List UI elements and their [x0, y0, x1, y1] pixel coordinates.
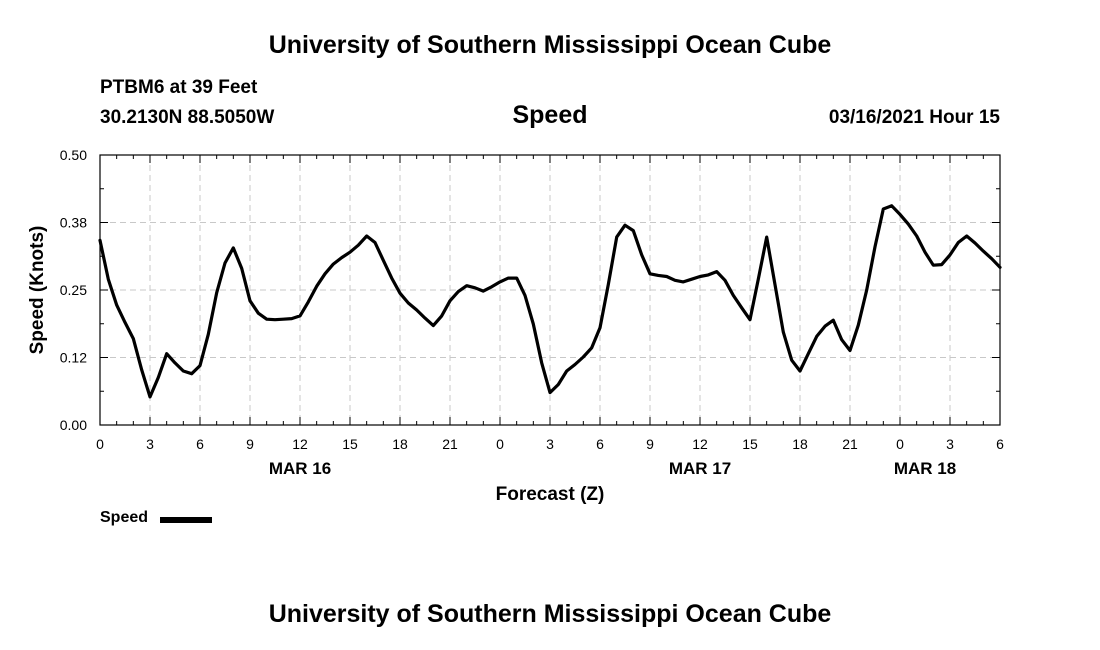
x-tick-label: 21 [842, 436, 858, 452]
timestamp-label: 03/16/2021 Hour 15 [828, 107, 1000, 128]
series-line-speed [98, 204, 1002, 399]
y-tick-label: 0.25 [60, 282, 87, 298]
x-axis-label: Forecast (Z) [496, 484, 605, 505]
x-tick-label: 18 [392, 436, 408, 452]
x-tick-label: 3 [146, 436, 154, 452]
x-tick-label: 6 [196, 436, 204, 452]
x-tick-label: 15 [742, 436, 758, 452]
x-tick-label: 6 [996, 436, 1004, 452]
x-tick-label: 9 [246, 436, 254, 452]
legend-swatch [160, 517, 212, 523]
x-tick-label: 6 [596, 436, 604, 452]
y-tick-label: 0.12 [60, 350, 87, 366]
date-label: MAR 17 [669, 459, 731, 478]
variable-title: Speed [512, 101, 588, 129]
y-tick-label: 0.00 [60, 417, 87, 433]
x-tick-label: 9 [646, 436, 654, 452]
x-tick-label: 15 [342, 436, 358, 452]
x-tick-label: 3 [546, 436, 554, 452]
x-tick-label: 0 [496, 436, 504, 452]
y-tick-label: 0.50 [60, 147, 87, 163]
location-label: 30.2130N 88.5050W [100, 107, 275, 128]
date-label: MAR 18 [894, 459, 956, 478]
y-tick-label: 0.38 [60, 215, 87, 231]
chart-title-bottom: University of Southern Mississippi Ocean… [268, 600, 832, 628]
legend-label: Speed [100, 509, 149, 526]
x-tick-label: 18 [792, 436, 808, 452]
x-tick-label: 3 [946, 436, 954, 452]
station-label: PTBM6 at 39 Feet [100, 77, 258, 98]
x-tick-label: 21 [442, 436, 458, 452]
x-tick-label: 0 [896, 436, 904, 452]
x-tick-label: 12 [692, 436, 708, 452]
date-label: MAR 16 [269, 459, 331, 478]
x-tick-label: 0 [96, 436, 104, 452]
x-tick-label: 12 [292, 436, 308, 452]
y-axis-label: Speed (Knots) [27, 226, 48, 355]
chart-title-top: University of Southern Mississippi Ocean… [268, 31, 832, 59]
